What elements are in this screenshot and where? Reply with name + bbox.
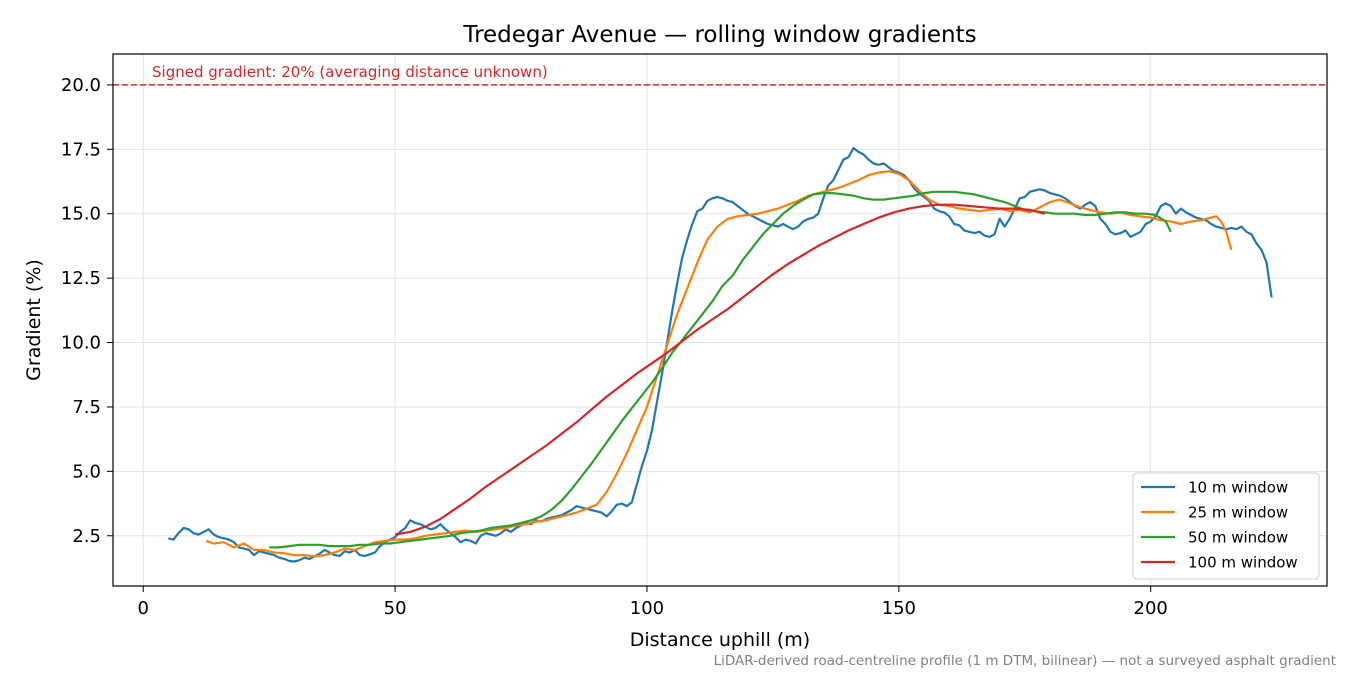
x-tick-label: 50 xyxy=(384,598,407,619)
legend-label: 10 m window xyxy=(1188,479,1288,497)
y-tick-label: 20.0 xyxy=(61,75,101,96)
plot-area xyxy=(113,54,1327,586)
x-tick-label: 150 xyxy=(882,598,916,619)
series-line-1 xyxy=(168,146,1273,563)
x-tick-label: 200 xyxy=(1134,598,1168,619)
x-tick-label: 0 xyxy=(137,598,148,619)
axis-ticks: 0 50 100 150 200 2.5 5.0 7.5 10.0 12.5 15.0 17.5 20.… xyxy=(61,75,1168,619)
series-lines xyxy=(168,146,1273,563)
x-tick-label: 100 xyxy=(630,598,664,619)
legend-label: 50 m window xyxy=(1188,529,1288,547)
chart-title: Tredegar Avenue — rolling window gradien… xyxy=(462,22,976,48)
y-tick-label: 10.0 xyxy=(61,333,101,354)
y-axis-label: Gradient (%) xyxy=(23,259,45,381)
reference-line-group: Signed gradient: 20% (averaging distance… xyxy=(113,63,1327,86)
y-tick-label: 7.5 xyxy=(72,397,101,418)
plot-frame xyxy=(112,53,1328,587)
y-tick-label: 2.5 xyxy=(72,526,101,547)
x-axis-label: Distance uphill (m) xyxy=(630,629,810,651)
y-tick-label: 5.0 xyxy=(72,461,101,482)
reference-line-label: Signed gradient: 20% (averaging distance… xyxy=(152,63,548,81)
footnote: LiDAR-derived road-centreline profile (1… xyxy=(714,653,1336,669)
legend-label: 25 m window xyxy=(1188,504,1288,522)
series-line-4 xyxy=(394,203,1046,536)
legend-box xyxy=(1132,472,1320,580)
legend: 10 m window 25 m window 50 m window 100 m w… xyxy=(1132,472,1320,580)
legend-label: 100 m window xyxy=(1188,554,1298,572)
y-tick-label: 15.0 xyxy=(61,204,101,225)
y-tick-label: 17.5 xyxy=(61,139,101,160)
series-line-2 xyxy=(205,170,1233,558)
y-tick-label: 12.5 xyxy=(61,268,101,289)
